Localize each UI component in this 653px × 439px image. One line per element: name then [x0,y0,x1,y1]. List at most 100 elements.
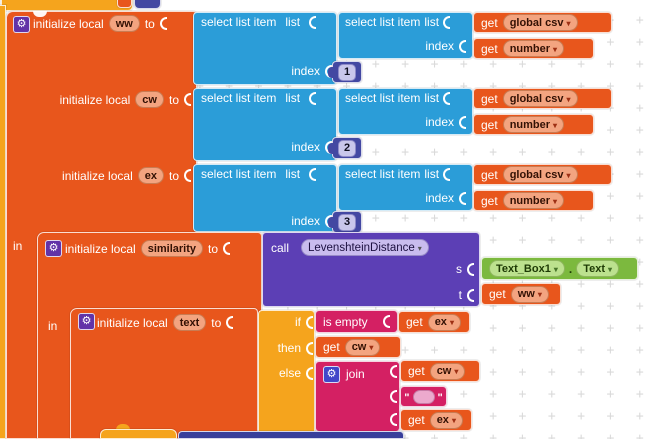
outer-index-row: index [240,214,332,228]
dropdown-arrow-icon [450,316,454,328]
index-socket [459,191,466,205]
get-ex-block[interactable]: get ex [400,409,472,431]
initialize-local-text-block[interactable] [70,308,258,439]
to-label: to [168,92,179,107]
if-row: if [265,315,313,329]
getter-dropdown[interactable]: global csv [502,14,578,31]
param-socket [467,262,474,276]
is-empty-block[interactable]: is empty [315,310,398,333]
mutator-gear-icon[interactable] [78,313,95,330]
param-t-row: t [430,288,474,302]
init-local-cw-row: initialize local cw to [33,91,191,108]
inner-index-row: index [380,39,466,53]
else-socket [306,366,313,380]
join-socket [390,390,397,403]
dropdown-arrow-icon [538,288,542,300]
join-socket [390,365,397,378]
join-socket-row [390,365,397,378]
get-ex-block[interactable]: get ex [398,311,470,333]
select-list-label-row: select list item list [345,167,451,181]
getter-dropdown[interactable]: cw [344,338,381,356]
select-list-item-inner-3[interactable] [338,164,473,211]
component-property-block[interactable]: Text_Box1 . Text [481,257,638,280]
param-s-row: s [430,262,474,276]
getter-dropdown[interactable]: global csv [502,166,578,183]
var-name-field[interactable]: text [172,314,207,331]
init-local-similarity-row: initialize local similarity to [65,240,231,257]
getter-dropdown[interactable]: global csv [502,90,578,107]
string-field[interactable] [412,389,435,404]
dropdown-arrow-icon [554,263,558,275]
call-label: call [271,241,290,255]
dot-separator: . [568,261,573,276]
init-label: initialize local [33,16,104,31]
get-label: get [481,167,498,182]
var-name-field[interactable]: similarity [140,240,204,257]
get-global-csv-block[interactable]: get global csv [473,12,612,33]
get-cw-block[interactable]: get cw [400,360,480,382]
get-global-csv-block[interactable]: get global csv [473,88,612,109]
init-label: initialize local [65,241,136,256]
getter-dropdown[interactable]: number [502,40,565,57]
number-field[interactable]: 3 [337,213,357,231]
value-socket [159,17,167,30]
param-t-label: t [458,288,462,302]
join-socket [390,413,397,426]
join-socket-row [390,390,397,403]
list-socket [443,91,451,105]
number-block-1[interactable]: 1 [328,61,362,83]
number-block-3[interactable]: 3 [328,211,362,233]
clipped-bottom-math-block[interactable] [178,431,404,439]
select-list-label-row: select list item list [201,15,317,29]
get-label: get [408,364,425,378]
get-ww-block[interactable]: get ww [481,283,561,305]
index-label: index [291,214,320,228]
mutator-gear-icon[interactable] [45,240,62,257]
var-name-field[interactable]: cw [135,91,164,108]
component-dropdown[interactable]: Text_Box1 [489,260,565,277]
select-list-item-inner-1[interactable] [338,12,473,59]
get-number-block[interactable]: get number [473,190,594,211]
get-cw-block[interactable]: get cw [315,336,401,358]
property-dropdown[interactable]: Text [576,260,620,277]
clipped-bottom-control-block[interactable] [100,429,177,439]
number-field[interactable]: 1 [337,63,357,81]
join-mutator-gear-icon[interactable] [323,366,340,383]
then-row: then [263,341,313,355]
getter-dropdown[interactable]: ex [429,411,463,429]
getter-dropdown[interactable]: number [502,192,565,209]
list-socket [309,167,317,181]
list-label: list [424,167,440,181]
init-label: initialize local [59,92,131,107]
number-field[interactable]: 2 [337,139,357,157]
list-label: list [285,91,301,105]
var-name-field[interactable]: ex [137,167,164,184]
getter-dropdown[interactable]: cw [429,362,466,380]
dropdown-arrow-icon [608,263,612,275]
top-notch [33,11,47,17]
procedure-dropdown[interactable]: LevenshteinDistance [301,239,429,256]
list-socket [443,15,451,29]
getter-dropdown[interactable]: ww [510,285,549,303]
select-list-item-inner-2[interactable] [338,88,473,135]
mutator-gear-icon[interactable] [13,16,30,33]
get-label: get [481,91,498,106]
var-name-field[interactable]: ww [108,15,140,32]
dropdown-arrow-icon [418,242,422,254]
string-space-block[interactable] [400,386,447,407]
number-block-2[interactable]: 2 [328,137,362,159]
value-socket [184,169,191,182]
getter-dropdown[interactable]: ex [427,313,461,331]
get-number-block[interactable]: get number [473,38,594,59]
clipped-top-block[interactable] [1,0,133,11]
clipped-bottom-bump [116,424,130,430]
clipped-top-orange-fragment[interactable] [117,0,132,8]
clipped-top-math-fragment[interactable] [134,0,161,9]
getter-dropdown[interactable]: number [502,116,565,133]
get-number-block[interactable]: get number [473,114,594,135]
join-socket-row [390,413,397,426]
get-label: get [408,413,425,427]
get-global-csv-block[interactable]: get global csv [473,164,612,185]
get-label: get [481,117,498,132]
